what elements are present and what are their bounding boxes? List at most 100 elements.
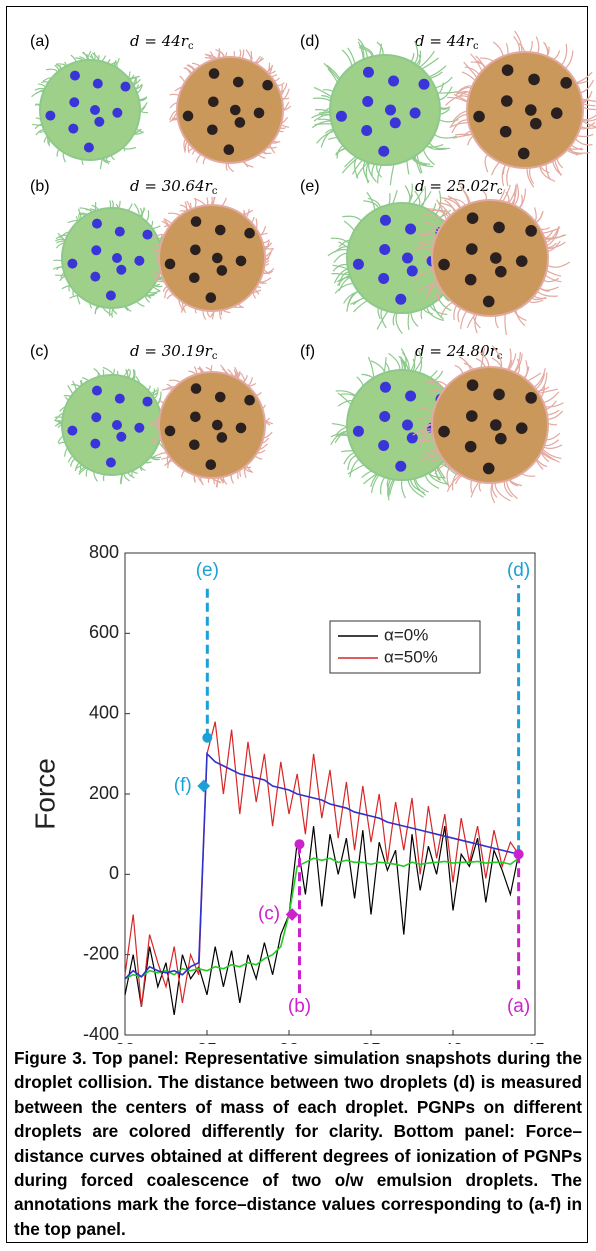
nanoparticle bbox=[409, 107, 421, 119]
droplet bbox=[311, 38, 460, 186]
nanoparticle bbox=[482, 295, 495, 308]
nanoparticle bbox=[112, 107, 123, 118]
y-tick-label: 800 bbox=[89, 542, 119, 562]
nanoparticle bbox=[190, 244, 201, 256]
nanoparticle bbox=[134, 422, 145, 433]
nanoparticle bbox=[114, 226, 125, 237]
nanoparticle bbox=[466, 379, 479, 391]
nanoparticle bbox=[116, 264, 127, 275]
nanoparticle bbox=[464, 273, 477, 286]
distance-subscript: c bbox=[212, 186, 218, 197]
nanoparticle bbox=[90, 105, 100, 115]
nanoparticle bbox=[67, 425, 78, 436]
y-tick-label: -200 bbox=[83, 943, 119, 963]
nanoparticle bbox=[495, 265, 507, 278]
x-tick-label: 30 bbox=[279, 1040, 299, 1044]
nanoparticle bbox=[438, 425, 450, 438]
nanoparticle bbox=[112, 420, 122, 430]
distance-text: d = 44r bbox=[130, 32, 189, 50]
distance-text: d = 30.64r bbox=[130, 177, 213, 195]
droplet bbox=[149, 364, 274, 488]
nanoparticle bbox=[69, 97, 80, 108]
series-line bbox=[124, 826, 520, 1016]
nanoparticle bbox=[378, 440, 390, 452]
nanoparticle bbox=[361, 125, 373, 137]
nanoparticle bbox=[91, 412, 102, 423]
nanoparticle bbox=[530, 117, 542, 130]
snapshot-label: (d) bbox=[300, 33, 320, 50]
y-tick-label: 200 bbox=[89, 783, 119, 803]
nanoparticle bbox=[216, 265, 228, 276]
y-tick-label: 600 bbox=[89, 622, 119, 642]
nanoparticle bbox=[190, 411, 201, 423]
x-tick-label: 40 bbox=[443, 1040, 463, 1044]
nanoparticle bbox=[67, 258, 78, 269]
nanoparticle bbox=[352, 425, 364, 437]
annotation-label: (e) bbox=[196, 560, 219, 581]
droplet-core bbox=[176, 56, 284, 164]
nanoparticle bbox=[190, 383, 202, 394]
nanoparticle bbox=[495, 432, 507, 445]
nanoparticle bbox=[395, 460, 407, 472]
nanoparticle bbox=[134, 255, 145, 266]
annotation-point bbox=[294, 839, 305, 850]
nanoparticle bbox=[112, 253, 122, 263]
nanoparticle bbox=[362, 95, 374, 107]
legend-box bbox=[329, 620, 481, 674]
nanoparticle bbox=[379, 381, 391, 393]
nanoparticle bbox=[515, 255, 528, 267]
snapshot-distance: d = 44rc bbox=[415, 32, 479, 52]
nanoparticle bbox=[490, 419, 502, 431]
x-tick-label: 20 bbox=[115, 1040, 135, 1044]
nanoparticle bbox=[190, 216, 202, 227]
snapshot-distance: d = 44rc bbox=[130, 32, 194, 52]
x-tick-label: 45 bbox=[525, 1040, 545, 1044]
nanoparticle bbox=[466, 212, 479, 224]
distance-text: d = 44r bbox=[415, 32, 474, 50]
nanoparticle bbox=[395, 293, 407, 305]
distance-subscript: c bbox=[188, 41, 194, 52]
x-tick-label: 35 bbox=[361, 1040, 381, 1044]
droplet-core bbox=[158, 204, 266, 312]
nanoparticle bbox=[205, 459, 217, 471]
droplet bbox=[413, 183, 571, 336]
nanoparticle bbox=[69, 70, 80, 81]
nanoparticle bbox=[216, 432, 228, 443]
nanoparticle bbox=[230, 104, 241, 116]
nanoparticle bbox=[214, 224, 226, 236]
nanoparticle bbox=[94, 116, 105, 127]
droplet bbox=[330, 348, 476, 501]
distance-text: d = 24.80r bbox=[415, 342, 498, 360]
nanoparticle bbox=[335, 110, 347, 122]
snapshot-label: (a) bbox=[30, 33, 50, 50]
nanoparticle bbox=[388, 75, 400, 87]
nanoparticle bbox=[120, 81, 131, 92]
nanoparticle bbox=[379, 214, 391, 226]
series-line bbox=[124, 751, 519, 980]
nanoparticle bbox=[91, 385, 102, 396]
nanoparticle bbox=[232, 76, 244, 88]
figure: (a) d = 44rc(b) d = 30.64rc(c) d = 30.19rc(… bbox=[29, 30, 596, 1044]
annotation-label: (a) bbox=[507, 996, 530, 1017]
series-line bbox=[124, 721, 520, 1007]
nanoparticle bbox=[262, 79, 273, 91]
nanoparticle bbox=[406, 265, 418, 277]
distance-text: d = 25.02r bbox=[415, 177, 498, 195]
nanoparticle bbox=[473, 110, 485, 123]
nanoparticle bbox=[92, 78, 103, 89]
nanoparticle bbox=[83, 142, 94, 153]
nanoparticle bbox=[189, 439, 200, 451]
nanoparticle bbox=[244, 227, 255, 239]
series-line bbox=[124, 857, 520, 980]
droplet bbox=[412, 345, 564, 504]
nanoparticle bbox=[212, 419, 223, 431]
nanoparticle bbox=[402, 419, 413, 431]
snapshot-label: (b) bbox=[30, 178, 50, 195]
nanoparticle bbox=[515, 422, 528, 434]
nanoparticle bbox=[164, 425, 176, 437]
nanoparticle bbox=[164, 258, 176, 270]
nanoparticle bbox=[405, 223, 417, 235]
nanoparticle bbox=[464, 440, 477, 453]
annotation-label: (d) bbox=[507, 560, 530, 581]
